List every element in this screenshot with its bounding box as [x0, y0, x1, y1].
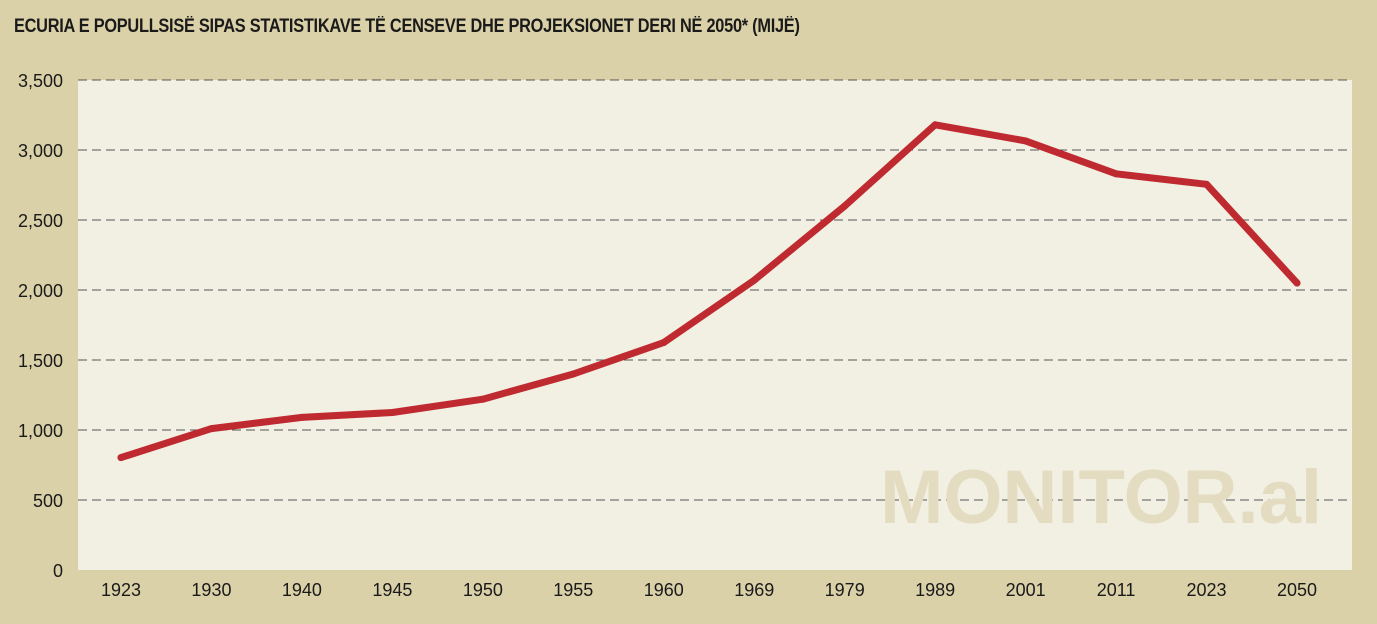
gridlines — [78, 79, 1352, 501]
y-tick-label: 3,000 — [18, 141, 63, 161]
x-tick-label: 1923 — [101, 580, 141, 600]
x-tick-label: 1945 — [372, 580, 412, 600]
chart-title: ECURIA E POPULLSISË SIPAS STATISTIKAVE T… — [14, 16, 800, 37]
y-tick-label: 1,000 — [18, 421, 63, 441]
x-tick-label: 1989 — [915, 580, 955, 600]
y-tick-label: 2,500 — [18, 211, 63, 231]
plot-area — [78, 80, 1352, 570]
y-tick-label: 2,000 — [18, 281, 63, 301]
x-tick-label: 1930 — [191, 580, 231, 600]
data-point — [1022, 137, 1030, 145]
data-point — [117, 454, 125, 462]
x-tick-label: 2023 — [1186, 580, 1226, 600]
x-tick-label: 2050 — [1277, 580, 1317, 600]
data-point — [931, 121, 939, 129]
data-point — [479, 395, 487, 403]
x-tick-label: 2011 — [1097, 580, 1136, 600]
y-axis-ticks: 0 500 1,000 1,500 2,000 2,500 3,000 3,500 — [18, 71, 63, 581]
data-point — [1203, 180, 1211, 188]
data-points — [117, 121, 1301, 462]
y-tick-label: 3,500 — [18, 71, 63, 91]
x-tick-label: 1955 — [553, 580, 593, 600]
data-point — [388, 409, 396, 416]
data-point — [660, 339, 668, 346]
y-tick-label: 0 — [53, 561, 63, 581]
x-tick-label: 1940 — [282, 580, 322, 600]
y-tick-label: 500 — [33, 491, 63, 511]
data-point — [841, 202, 849, 210]
population-line — [117, 121, 1301, 462]
data-point — [750, 276, 758, 284]
data-point — [1112, 170, 1120, 178]
data-point — [1293, 279, 1301, 287]
data-point — [207, 425, 215, 433]
x-tick-label: 1950 — [463, 580, 503, 600]
data-point — [298, 413, 306, 421]
y-tick-label: 1,500 — [18, 351, 63, 371]
x-axis-ticks: 1923 1930 1940 1945 1950 1955 1960 1969 1979 1989… — [101, 580, 1317, 600]
x-tick-label: 1979 — [825, 580, 865, 600]
data-point — [569, 370, 577, 378]
x-tick-label: 1969 — [734, 580, 774, 600]
x-tick-label: 1960 — [644, 580, 684, 600]
watermark-text: MONITOR.al — [880, 455, 1322, 540]
x-tick-label: 2001 — [1006, 580, 1046, 600]
